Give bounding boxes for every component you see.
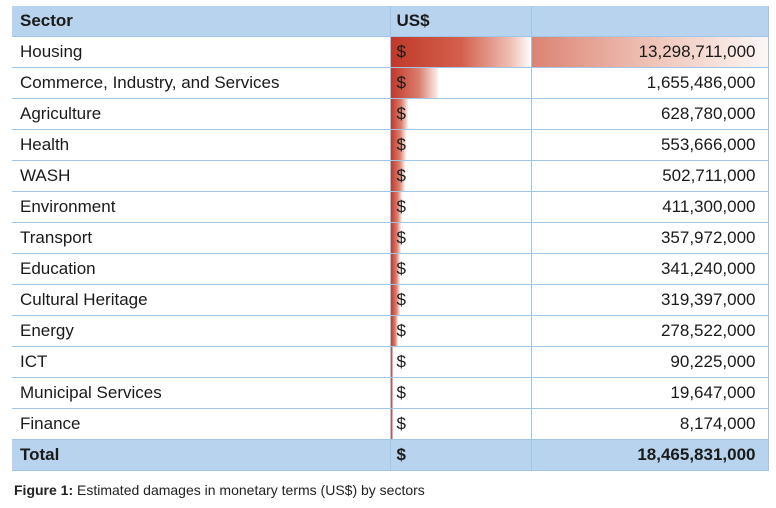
damage-value-text: 13,298,711,000 xyxy=(638,42,756,61)
damage-value: 341,240,000 xyxy=(531,253,769,285)
sector-name: ICT xyxy=(12,346,391,378)
currency-cell: $ xyxy=(390,98,532,130)
sector-name: Education xyxy=(12,253,391,285)
damage-value-text: 19,647,000 xyxy=(670,383,756,402)
currency-cell: $ xyxy=(390,36,532,68)
figure-caption: Figure 1: Estimated damages in monetary … xyxy=(14,482,425,498)
damage-value: 8,174,000 xyxy=(531,408,769,440)
currency-symbol: $ xyxy=(396,259,406,278)
table-row: Cultural Heritage $319,397,000 xyxy=(12,284,769,316)
currency-symbol: $ xyxy=(396,290,406,309)
damage-value: 13,298,711,000 xyxy=(531,36,769,68)
total-value: 18,465,831,000 xyxy=(531,439,769,471)
table-row: Energy $278,522,000 xyxy=(12,315,769,347)
damage-value: 90,225,000 xyxy=(531,346,769,378)
total-row: Total $ 18,465,831,000 xyxy=(12,439,769,471)
sector-name: Finance xyxy=(12,408,391,440)
sector-name: Cultural Heritage xyxy=(12,284,391,316)
currency-symbol: $ xyxy=(396,414,406,433)
sector-name: WASH xyxy=(12,160,391,192)
sector-name: Transport xyxy=(12,222,391,254)
damage-value: 553,666,000 xyxy=(531,129,769,161)
damage-value: 357,972,000 xyxy=(531,222,769,254)
damage-value-text: 628,780,000 xyxy=(660,104,756,123)
damage-value: 278,522,000 xyxy=(531,315,769,347)
damage-value: 502,711,000 xyxy=(531,160,769,192)
currency-symbol: $ xyxy=(396,352,406,371)
damage-value-text: 553,666,000 xyxy=(660,135,756,154)
table-row: Health $553,666,000 xyxy=(12,129,769,161)
sector-name: Housing xyxy=(12,36,391,68)
currency-symbol: $ xyxy=(396,73,406,92)
caption-label: Figure 1: xyxy=(14,482,74,498)
currency-symbol: $ xyxy=(396,197,406,216)
currency-cell: $ xyxy=(390,67,532,99)
table-row: Environment $411,300,000 xyxy=(12,191,769,223)
header-sector: Sector xyxy=(12,6,391,37)
damage-value-text: 90,225,000 xyxy=(670,352,756,371)
currency-symbol: $ xyxy=(396,228,406,247)
damages-table: Sector US$ Housing $13,298,711,000 Commerc… xyxy=(12,6,769,471)
value-bar xyxy=(390,378,393,408)
sector-name: Municipal Services xyxy=(12,377,391,409)
total-currency: $ xyxy=(390,439,532,471)
currency-symbol: $ xyxy=(396,321,406,340)
currency-cell: $ xyxy=(390,191,532,223)
damage-value-text: 411,300,000 xyxy=(662,197,756,216)
header-value xyxy=(531,6,769,37)
currency-cell: $ xyxy=(390,377,532,409)
damage-value: 628,780,000 xyxy=(531,98,769,130)
damage-value-text: 502,711,000 xyxy=(662,166,756,185)
damage-value-text: 357,972,000 xyxy=(660,228,756,247)
currency-cell: $ xyxy=(390,315,532,347)
damage-value-text: 341,240,000 xyxy=(660,259,756,278)
currency-symbol: $ xyxy=(396,104,406,123)
caption-text: Estimated damages in monetary terms (US$… xyxy=(73,482,425,498)
damage-value: 411,300,000 xyxy=(531,191,769,223)
damage-value-text: 319,397,000 xyxy=(660,290,756,309)
sector-name: Energy xyxy=(12,315,391,347)
table-body: Housing $13,298,711,000 Commerce, Industry… xyxy=(12,36,769,440)
table-row: Transport $357,972,000 xyxy=(12,222,769,254)
currency-symbol: $ xyxy=(396,383,406,402)
damage-value: 1,655,486,000 xyxy=(531,67,769,99)
currency-symbol: $ xyxy=(396,166,406,185)
table-row: ICT $90,225,000 xyxy=(12,346,769,378)
sector-name: Agriculture xyxy=(12,98,391,130)
sector-name: Commerce, Industry, and Services xyxy=(12,67,391,99)
currency-cell: $ xyxy=(390,346,532,378)
sector-name: Health xyxy=(12,129,391,161)
value-bar xyxy=(390,347,394,377)
table-row: Municipal Services $19,647,000 xyxy=(12,377,769,409)
value-bar xyxy=(390,37,530,67)
damage-value-text: 8,174,000 xyxy=(679,414,756,433)
table-row: WASH $502,711,000 xyxy=(12,160,769,192)
value-bar xyxy=(390,409,393,439)
currency-cell: $ xyxy=(390,129,532,161)
table-header-row: Sector US$ xyxy=(12,6,769,37)
currency-symbol: $ xyxy=(396,42,406,61)
damage-value: 319,397,000 xyxy=(531,284,769,316)
damage-value: 19,647,000 xyxy=(531,377,769,409)
table-row: Housing $13,298,711,000 xyxy=(12,36,769,68)
header-currency: US$ xyxy=(390,6,532,37)
currency-cell: $ xyxy=(390,160,532,192)
damage-value-text: 278,522,000 xyxy=(660,321,756,340)
damage-value-text: 1,655,486,000 xyxy=(646,73,756,92)
table-row: Commerce, Industry, and Services $1,655,4… xyxy=(12,67,769,99)
total-label: Total xyxy=(12,439,391,471)
currency-cell: $ xyxy=(390,253,532,285)
sector-name: Environment xyxy=(12,191,391,223)
table-row: Agriculture $628,780,000 xyxy=(12,98,769,130)
damages-table-wrapper: Sector US$ Housing $13,298,711,000 Commerc… xyxy=(12,6,769,471)
table-row: Education $341,240,000 xyxy=(12,253,769,285)
table-row: Finance $8,174,000 xyxy=(12,408,769,440)
currency-symbol: $ xyxy=(396,135,406,154)
currency-cell: $ xyxy=(390,222,532,254)
currency-cell: $ xyxy=(390,408,532,440)
currency-cell: $ xyxy=(390,284,532,316)
